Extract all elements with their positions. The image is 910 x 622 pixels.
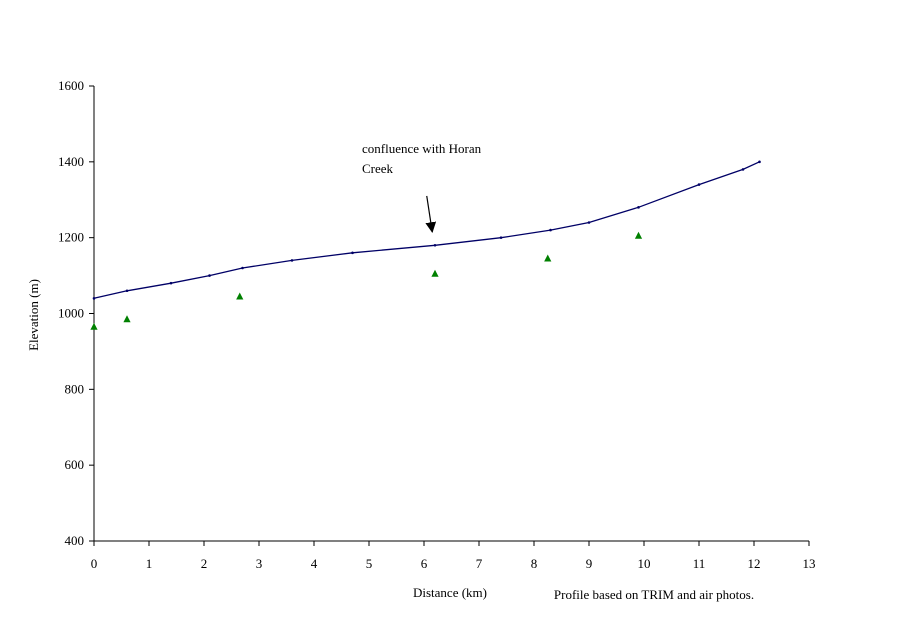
footnote-text: Profile based on TRIM and air photos. (554, 587, 754, 602)
profile-point (697, 183, 701, 186)
profile-point (241, 266, 244, 270)
annotation-text: Creek (362, 161, 394, 176)
x-tick-label: 4 (311, 556, 318, 571)
y-tick-label: 800 (65, 381, 85, 396)
y-tick-label: 1400 (58, 154, 84, 169)
profile-point (208, 274, 211, 277)
y-tick-label: 1600 (58, 78, 84, 93)
x-tick-label: 1 (146, 556, 153, 571)
profile-point (290, 259, 294, 262)
triangle-marker (123, 315, 131, 323)
x-tick-label: 2 (201, 556, 208, 571)
y-tick-label: 1000 (58, 306, 84, 321)
profile-point (637, 206, 640, 209)
x-tick-label: 10 (638, 556, 651, 571)
triangle-marker (634, 231, 643, 239)
x-tick-label: 11 (693, 556, 706, 571)
annotation-text: confluence with Horan (362, 141, 482, 156)
x-tick-label: 12 (748, 556, 761, 571)
annotation-arrow (425, 195, 437, 234)
x-tick-label: 5 (366, 556, 373, 571)
x-tick-label: 9 (586, 556, 593, 571)
x-tick-label: 0 (91, 556, 98, 571)
y-tick-label: 400 (65, 533, 85, 548)
profile-point (125, 289, 129, 293)
profile-point (587, 221, 591, 224)
profile-point (499, 236, 503, 239)
triangle-marker (236, 292, 244, 300)
y-tick-label: 600 (65, 457, 85, 472)
y-tick-label: 1200 (58, 230, 84, 245)
x-tick-label: 8 (531, 556, 538, 571)
profile-point (741, 168, 745, 171)
triangle-marker (544, 254, 552, 262)
profile-point (433, 243, 437, 247)
triangle-marker (90, 322, 98, 330)
x-tick-label: 6 (421, 556, 428, 571)
profile-point (758, 160, 761, 164)
profile-line (93, 161, 760, 299)
series-layer (90, 160, 761, 330)
y-axis-title: Elevation (m) (26, 279, 41, 351)
x-tick-label: 7 (476, 556, 483, 571)
profile-point (92, 297, 96, 300)
profile-point (351, 251, 354, 255)
x-axis-title: Distance (km) (413, 585, 487, 600)
x-tick-label: 13 (803, 556, 816, 571)
x-tick-label: 3 (256, 556, 263, 571)
profile-point (549, 228, 552, 232)
annotation-layer: confluence with Horan Creek (362, 141, 482, 234)
triangle-marker (431, 269, 439, 277)
profile-point (169, 281, 173, 285)
